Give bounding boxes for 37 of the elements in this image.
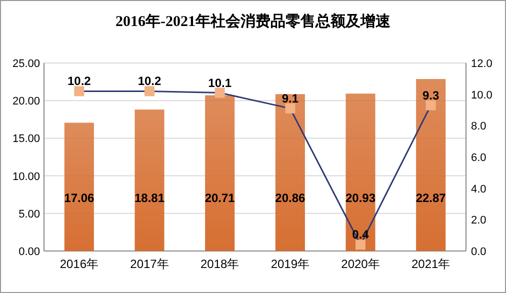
bar (134, 110, 164, 251)
data-label: 18.81 (134, 191, 165, 206)
y2-tick-label: 4.0 (471, 183, 486, 196)
bar (64, 122, 94, 251)
y-tick-label: 25.00 (12, 58, 40, 70)
y2-tick-label: 6.0 (471, 152, 486, 164)
y2-tick-label: 8.0 (471, 120, 486, 133)
y-tick-label: 20.00 (12, 96, 40, 108)
y-tick-label: 0.00 (18, 246, 40, 258)
data-label: 9.1 (282, 91, 299, 106)
x-tick-label: 2020年 (341, 257, 380, 271)
y2-tick-label: 0.0 (471, 246, 486, 258)
data-label: 10.1 (208, 76, 232, 90)
data-label: 20.86 (275, 191, 306, 206)
data-label: 10.2 (67, 74, 92, 88)
y-tick-label: 10.00 (12, 170, 40, 183)
y2-tick-label: 12.0 (471, 58, 492, 70)
y-tick-label: 5.00 (18, 208, 40, 220)
y2-tick-label: 10.0 (471, 89, 492, 102)
bar (205, 95, 235, 251)
data-label: 10.2 (138, 74, 162, 88)
x-tick-label: 2018年 (200, 257, 240, 271)
x-tick-label: 2021年 (411, 257, 450, 271)
data-label: 22.87 (416, 191, 446, 206)
chart-title: 2016年-2021年社会消费品零售总额及增速 (116, 12, 392, 30)
x-tick-label: 2017年 (130, 257, 169, 271)
x-tick-label: 2019年 (270, 257, 310, 271)
data-label: 9.3 (422, 88, 440, 102)
bar (416, 79, 446, 251)
data-label: 17.06 (64, 191, 95, 206)
y-tick-label: 15.00 (12, 133, 40, 146)
bar (275, 94, 305, 251)
data-label: 20.93 (345, 191, 376, 206)
bar (346, 94, 376, 251)
y2-tick-label: 2.0 (471, 214, 486, 227)
data-label: 20.71 (204, 191, 236, 206)
x-tick-label: 2016年 (60, 257, 99, 271)
